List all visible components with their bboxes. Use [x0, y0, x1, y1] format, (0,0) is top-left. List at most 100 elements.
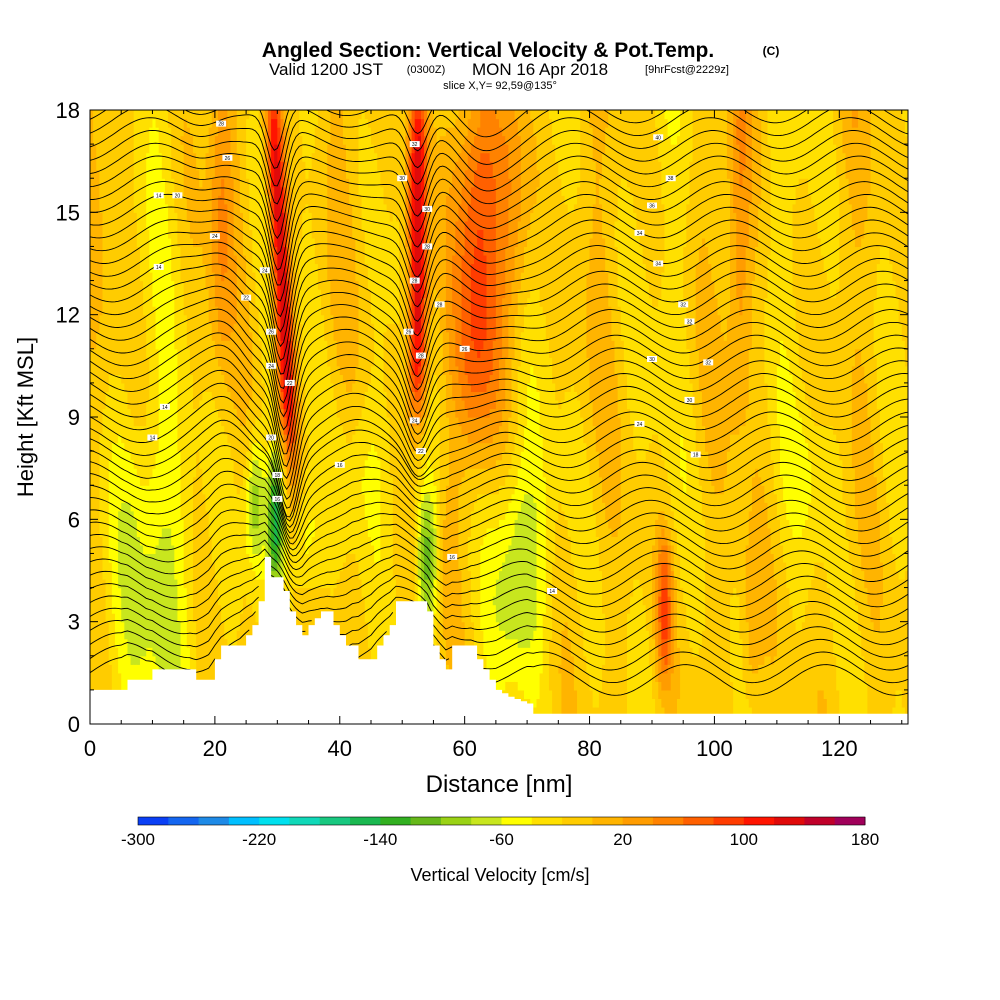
velocity-cell: [289, 510, 294, 546]
velocity-cell: [183, 195, 188, 316]
velocity-cell: [277, 425, 282, 444]
velocity-cell: [764, 655, 769, 724]
contour-label: 14: [147, 434, 158, 442]
contour-label: 14: [547, 588, 558, 595]
velocity-cell: [829, 621, 834, 724]
velocity-cell: [589, 399, 594, 486]
theta-contour: [90, 509, 908, 563]
velocity-cell: [567, 110, 572, 213]
velocity-cell: [508, 178, 513, 196]
colorbar-tick-label: -300: [121, 830, 155, 849]
velocity-cell: [779, 340, 784, 478]
colorbar-tick-label: 20: [613, 830, 632, 849]
velocity-cell: [420, 110, 425, 120]
velocity-cell: [452, 399, 456, 708]
velocity-cell: [695, 348, 700, 452]
velocity-cell: [274, 297, 278, 324]
theta-contour: [90, 653, 908, 696]
velocity-cell: [455, 110, 460, 120]
velocity-cell: [280, 186, 285, 213]
velocity-cell: [567, 391, 572, 537]
velocity-cell: [108, 459, 113, 563]
velocity-cell: [374, 561, 378, 708]
velocity-cell: [564, 621, 569, 724]
velocity-cell: [708, 263, 712, 469]
velocity-cell: [764, 110, 769, 299]
velocity-cell: [717, 493, 722, 724]
velocity-cell: [708, 468, 712, 724]
velocity-cell: [511, 493, 516, 537]
velocity-cell: [208, 323, 213, 393]
velocity-cell: [795, 186, 800, 333]
contour-labels: 14 14 14 14 20 24 26 28 22 24 26 24 20 18 16 22 16 32 30 30…: [147, 120, 714, 595]
velocity-cell: [458, 152, 463, 205]
velocity-cell: [436, 391, 441, 623]
svg-text:32: 32: [412, 142, 418, 148]
contour-label: 18: [690, 451, 701, 459]
velocity-cell: [149, 110, 154, 128]
velocity-cell: [739, 425, 744, 640]
velocity-cell: [395, 323, 400, 614]
velocity-cell: [589, 485, 594, 691]
velocity-cell: [274, 442, 278, 452]
theta-contour: [90, 470, 908, 545]
velocity-cell: [499, 357, 503, 427]
velocity-cell: [461, 186, 466, 256]
velocity-cell: [851, 229, 856, 367]
velocity-cell: [502, 408, 506, 452]
velocity-cell: [689, 382, 694, 648]
velocity-cell: [661, 510, 666, 529]
velocity-cell: [461, 144, 466, 188]
velocity-cell: [93, 110, 97, 145]
svg-text:28: 28: [418, 354, 424, 360]
velocity-cell: [661, 638, 666, 657]
velocity-cell: [149, 476, 154, 555]
velocity-cell: [864, 220, 869, 384]
velocity-cell: [414, 110, 419, 120]
velocity-cell: [277, 502, 282, 546]
velocity-cell: [474, 391, 478, 418]
velocity-cell: [296, 527, 300, 589]
velocity-cell: [661, 672, 666, 691]
velocity-cell: [271, 110, 275, 120]
velocity-cell: [486, 442, 491, 469]
velocity-cell: [202, 493, 207, 724]
velocity-cell: [174, 212, 179, 350]
velocity-cell: [804, 604, 809, 724]
velocity-cell: [208, 536, 213, 724]
velocity-cell: [577, 604, 581, 724]
velocity-cell: [433, 289, 438, 375]
velocity-cell: [901, 340, 906, 580]
velocity-cell: [171, 544, 175, 708]
velocity-cell: [143, 485, 147, 555]
velocity-cell: [661, 459, 666, 512]
velocity-cell: [589, 237, 594, 401]
velocity-cell: [417, 468, 422, 503]
velocity-cell: [211, 340, 216, 401]
svg-text:22: 22: [287, 381, 293, 387]
contour-label: 14: [159, 403, 170, 411]
velocity-cell: [433, 127, 438, 290]
velocity-cell: [311, 152, 316, 239]
velocity-cell: [789, 604, 794, 724]
velocity-cell: [483, 254, 488, 341]
y-tick-label: 9: [68, 405, 80, 430]
velocity-cell: [602, 613, 606, 665]
velocity-cell: [489, 408, 494, 444]
velocity-cell: [183, 110, 188, 120]
velocity-cell: [904, 365, 908, 572]
velocity-cell: [645, 110, 650, 282]
velocity-cell: [474, 502, 478, 657]
velocity-cell: [808, 110, 812, 196]
x-axis-label: Distance [nm]: [426, 771, 573, 798]
velocity-cell: [502, 297, 506, 410]
velocity-cell: [105, 391, 110, 623]
theta-contour: [90, 585, 908, 646]
velocity-cell: [427, 536, 431, 580]
velocity-cell: [508, 502, 513, 546]
velocity-cell: [561, 195, 566, 401]
velocity-cell: [261, 127, 266, 179]
velocity-cell: [161, 527, 166, 682]
velocity-cell: [755, 468, 759, 674]
velocity-cell: [636, 579, 641, 724]
